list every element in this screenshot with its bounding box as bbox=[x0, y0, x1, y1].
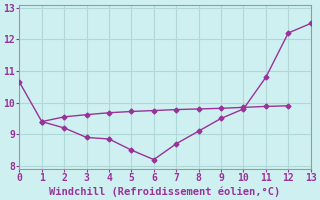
X-axis label: Windchill (Refroidissement éolien,°C): Windchill (Refroidissement éolien,°C) bbox=[49, 186, 281, 197]
